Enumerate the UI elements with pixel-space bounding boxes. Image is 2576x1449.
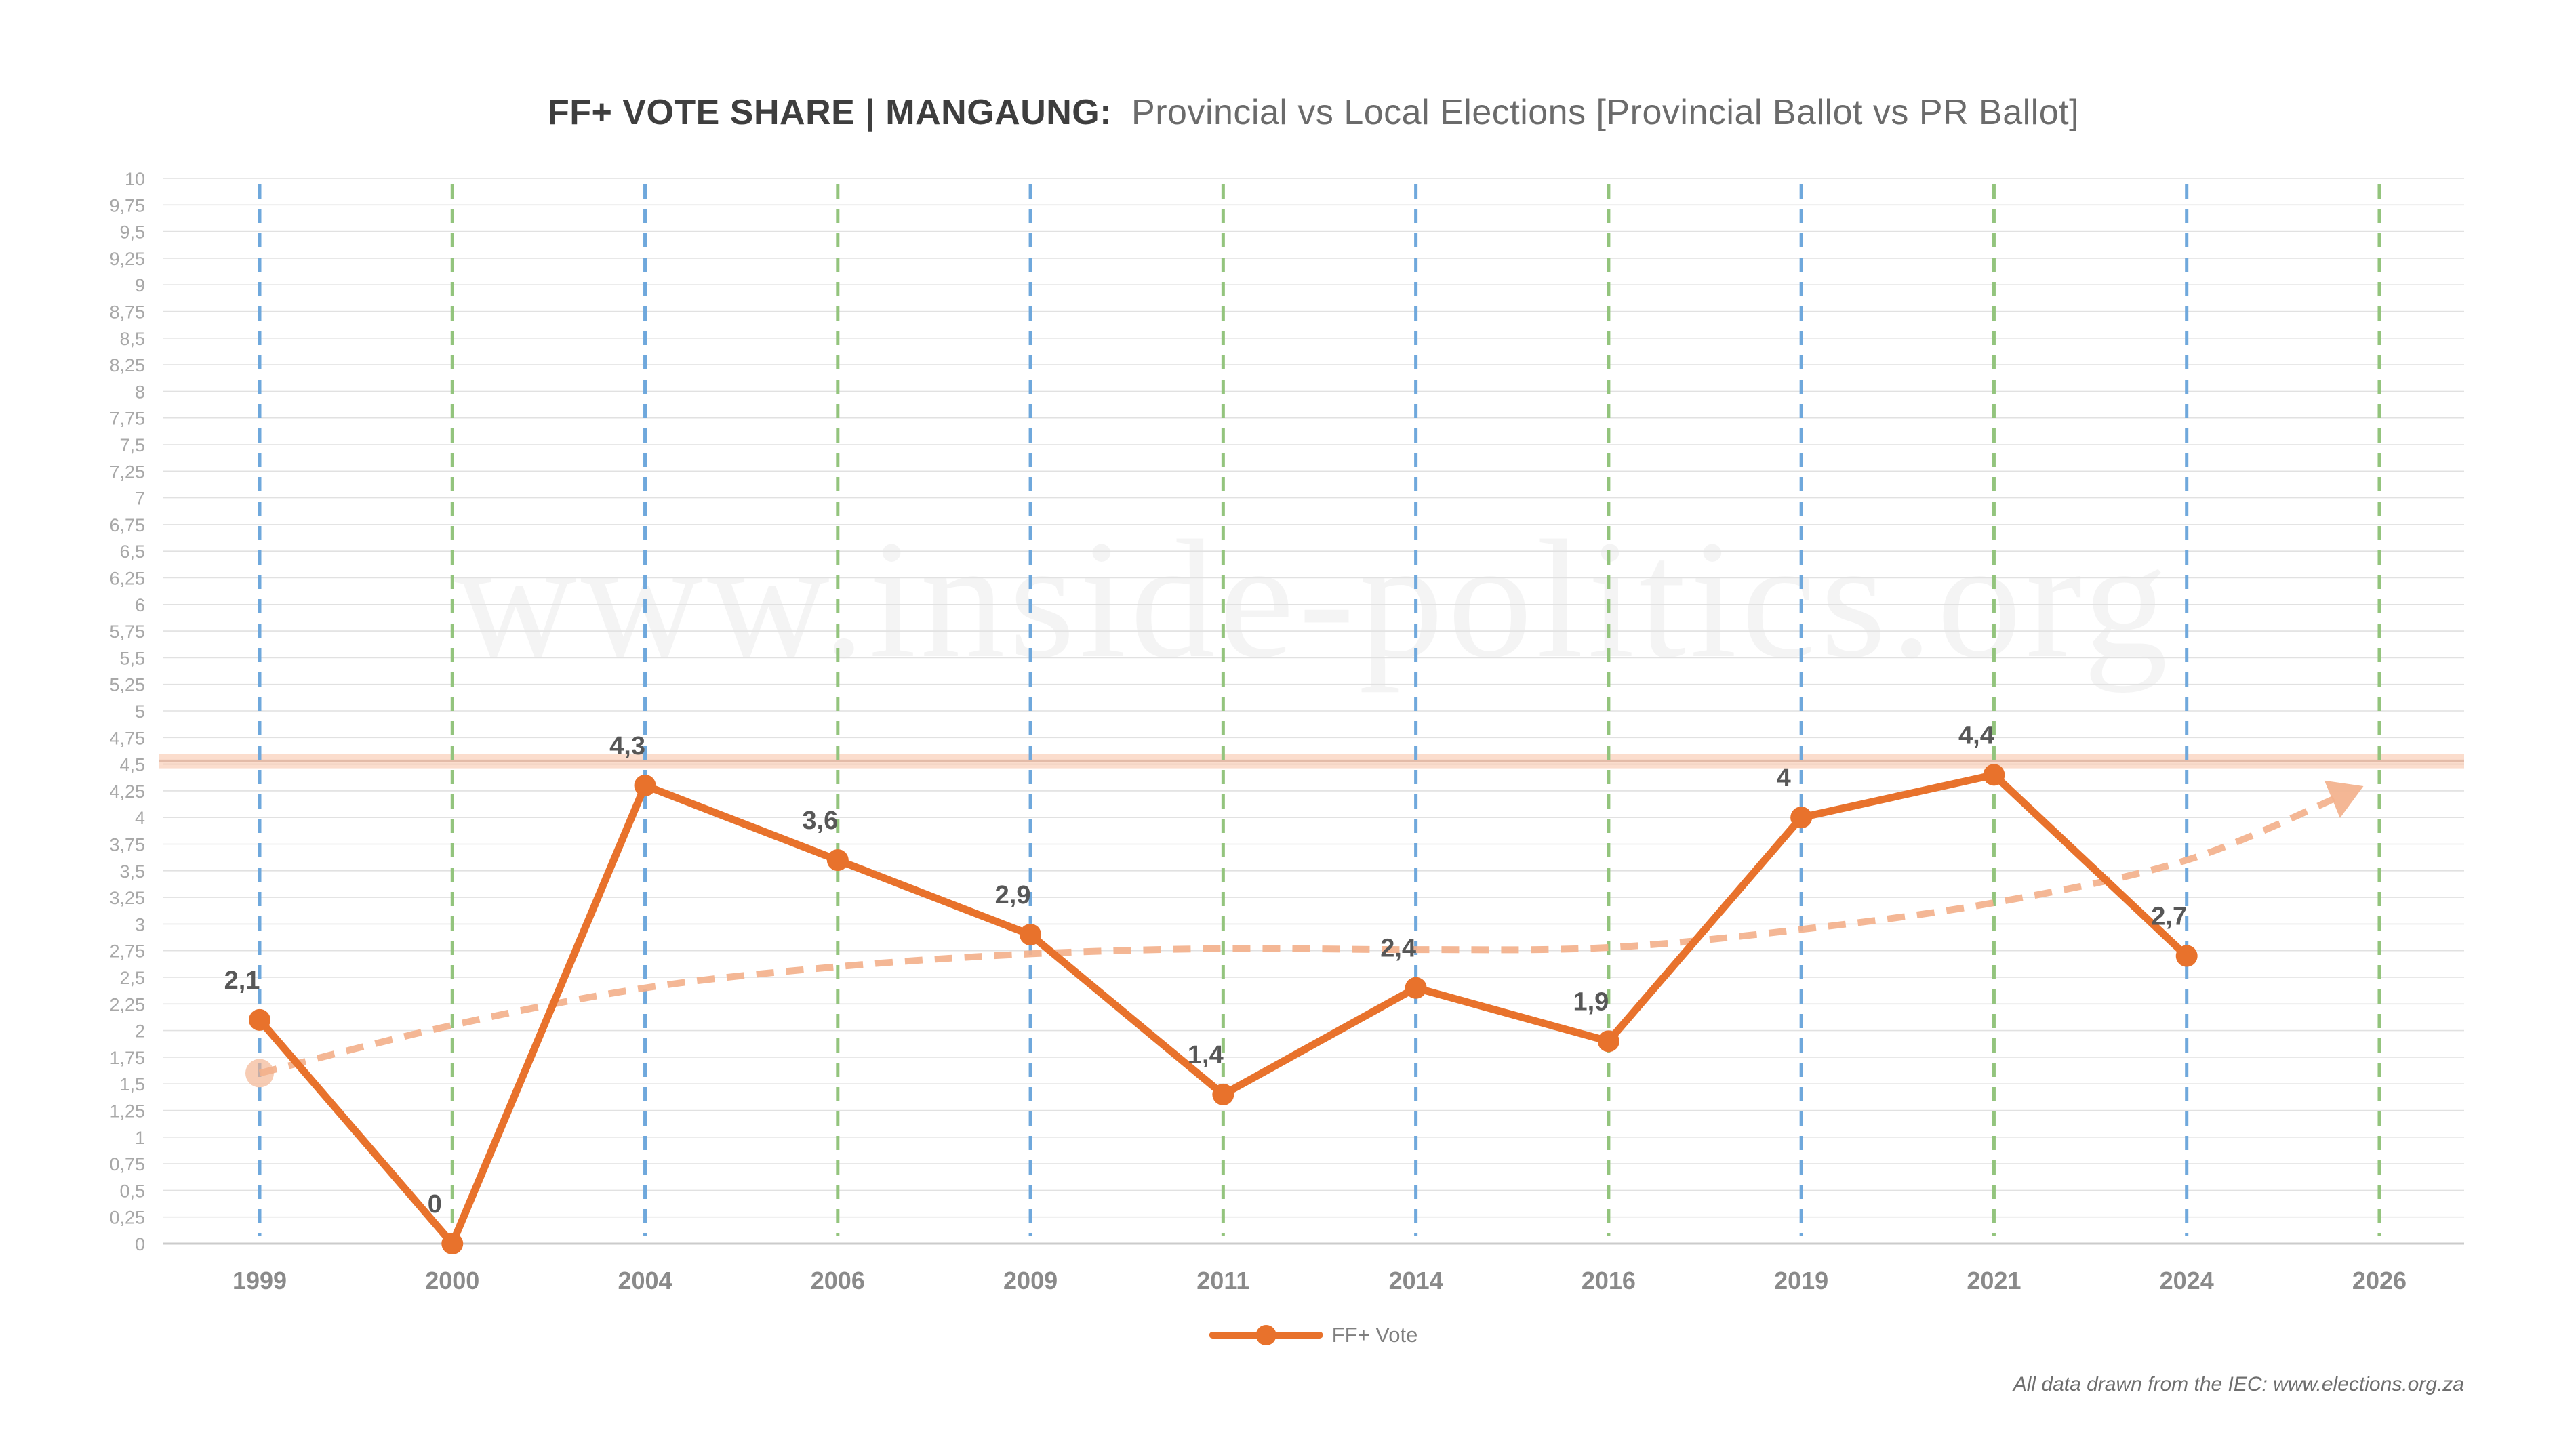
y-tick-label: 1,5: [119, 1074, 145, 1095]
data-point-label: 2,1: [224, 966, 260, 995]
y-tick-label: 4: [135, 808, 145, 828]
legend-series-label: FF+ Vote: [1331, 1323, 1418, 1347]
x-tick-label: 2019: [1774, 1267, 1828, 1294]
data-point-label: 2,7: [2151, 903, 2187, 931]
data-point-marker: [1020, 924, 1042, 946]
data-point-marker: [1790, 807, 1813, 829]
y-tick-label: 7,5: [119, 435, 145, 455]
data-point-marker: [249, 1008, 270, 1031]
y-tick-label: 2,75: [109, 941, 145, 962]
data-point-marker: [1983, 764, 2005, 786]
x-tick-label: 2009: [1003, 1267, 1058, 1294]
y-tick-label: 0: [135, 1234, 145, 1254]
data-point-label: 2,4: [1380, 935, 1416, 963]
y-tick-label: 3: [135, 914, 145, 935]
y-tick-label: 8,5: [119, 329, 145, 349]
y-tick-label: 7,75: [109, 409, 145, 429]
x-tick-label: 2014: [1389, 1267, 1443, 1294]
y-tick-label: 5,25: [109, 675, 145, 695]
data-point-label: 3,6: [802, 807, 838, 835]
y-tick-label: 6,25: [109, 569, 145, 589]
y-tick-label: 9,25: [109, 249, 145, 269]
data-point-marker: [1405, 977, 1427, 999]
y-tick-label: 0,5: [119, 1181, 145, 1201]
data-point-label: 2,9: [995, 881, 1031, 910]
x-tick-label: 1999: [233, 1267, 287, 1294]
chart-title: FF+ VOTE SHARE | MANGAUNG: Provincial vs…: [163, 92, 2464, 133]
x-tick-label: 2000: [425, 1267, 479, 1294]
data-point-label: 1,9: [1573, 987, 1609, 1016]
data-point-marker: [634, 775, 656, 797]
trendline: [258, 790, 2346, 1077]
data-point-marker: [1597, 1030, 1619, 1053]
data-point-marker: [2175, 945, 2198, 967]
chart-title-main: FF+ VOTE SHARE | MANGAUNG:: [547, 93, 1112, 132]
data-point-label: 4,3: [609, 732, 645, 760]
x-tick-label: 2024: [2160, 1267, 2214, 1294]
y-tick-label: 8,25: [109, 355, 145, 375]
y-tick-label: 5: [135, 701, 145, 722]
data-point-marker: [826, 849, 849, 872]
y-tick-label: 8: [135, 382, 145, 402]
y-tick-label: 0,75: [109, 1154, 145, 1175]
trend-arrowhead: [2324, 780, 2364, 818]
y-tick-label: 1: [135, 1128, 145, 1148]
legend: FF+ Vote: [1209, 1320, 1418, 1350]
y-tick-label: 0,25: [109, 1208, 145, 1228]
data-point-label: 4: [1777, 764, 1791, 792]
y-tick-label: 1,75: [109, 1048, 145, 1068]
chart-title-sub: Provincial vs Local Elections [Provincia…: [1131, 93, 2080, 132]
y-tick-label: 5,5: [119, 648, 145, 668]
x-tick-label: 2011: [1196, 1267, 1249, 1294]
y-tick-label: 10: [125, 169, 145, 189]
y-tick-label: 7,25: [109, 462, 145, 482]
data-point-marker: [1212, 1083, 1234, 1105]
y-tick-label: 2,25: [109, 994, 145, 1015]
y-tick-label: 9,5: [119, 222, 145, 243]
data-point-label: 4,4: [1958, 721, 1994, 750]
y-tick-label: 2,5: [119, 968, 145, 988]
legend-series-marker-icon: [1209, 1325, 1323, 1345]
x-tick-label: 2026: [2352, 1267, 2407, 1294]
y-tick-label: 3,25: [109, 888, 145, 908]
y-tick-label: 9,75: [109, 195, 145, 216]
trend-start-dot: [245, 1059, 274, 1088]
y-tick-label: 6,75: [109, 515, 145, 535]
y-tick-label: 3,5: [119, 861, 145, 882]
y-tick-label: 4,25: [109, 781, 145, 802]
data-point-label: 0: [428, 1190, 442, 1219]
y-tick-label: 1,25: [109, 1101, 145, 1122]
y-tick-label: 7: [135, 489, 145, 509]
x-tick-label: 2006: [811, 1267, 865, 1294]
data-point-label: 1,4: [1188, 1041, 1224, 1069]
y-tick-label: 3,75: [109, 835, 145, 855]
y-tick-label: 8,75: [109, 302, 145, 323]
x-tick-label: 2016: [1582, 1267, 1636, 1294]
y-tick-label: 4,75: [109, 728, 145, 748]
y-tick-label: 6: [135, 595, 145, 615]
x-tick-label: 2021: [1967, 1267, 2021, 1294]
data-point-marker: [441, 1233, 464, 1254]
source-note: All data drawn from the IEC: www.electio…: [2013, 1373, 2464, 1395]
y-tick-label: 9: [135, 275, 145, 295]
watermark-text: www.inside-politics.org: [454, 506, 2172, 693]
x-tick-label: 2004: [618, 1267, 672, 1294]
y-tick-label: 5,75: [109, 621, 145, 642]
y-tick-label: 2: [135, 1021, 145, 1042]
y-tick-label: 4,5: [119, 755, 145, 775]
y-tick-label: 6,5: [119, 542, 145, 562]
